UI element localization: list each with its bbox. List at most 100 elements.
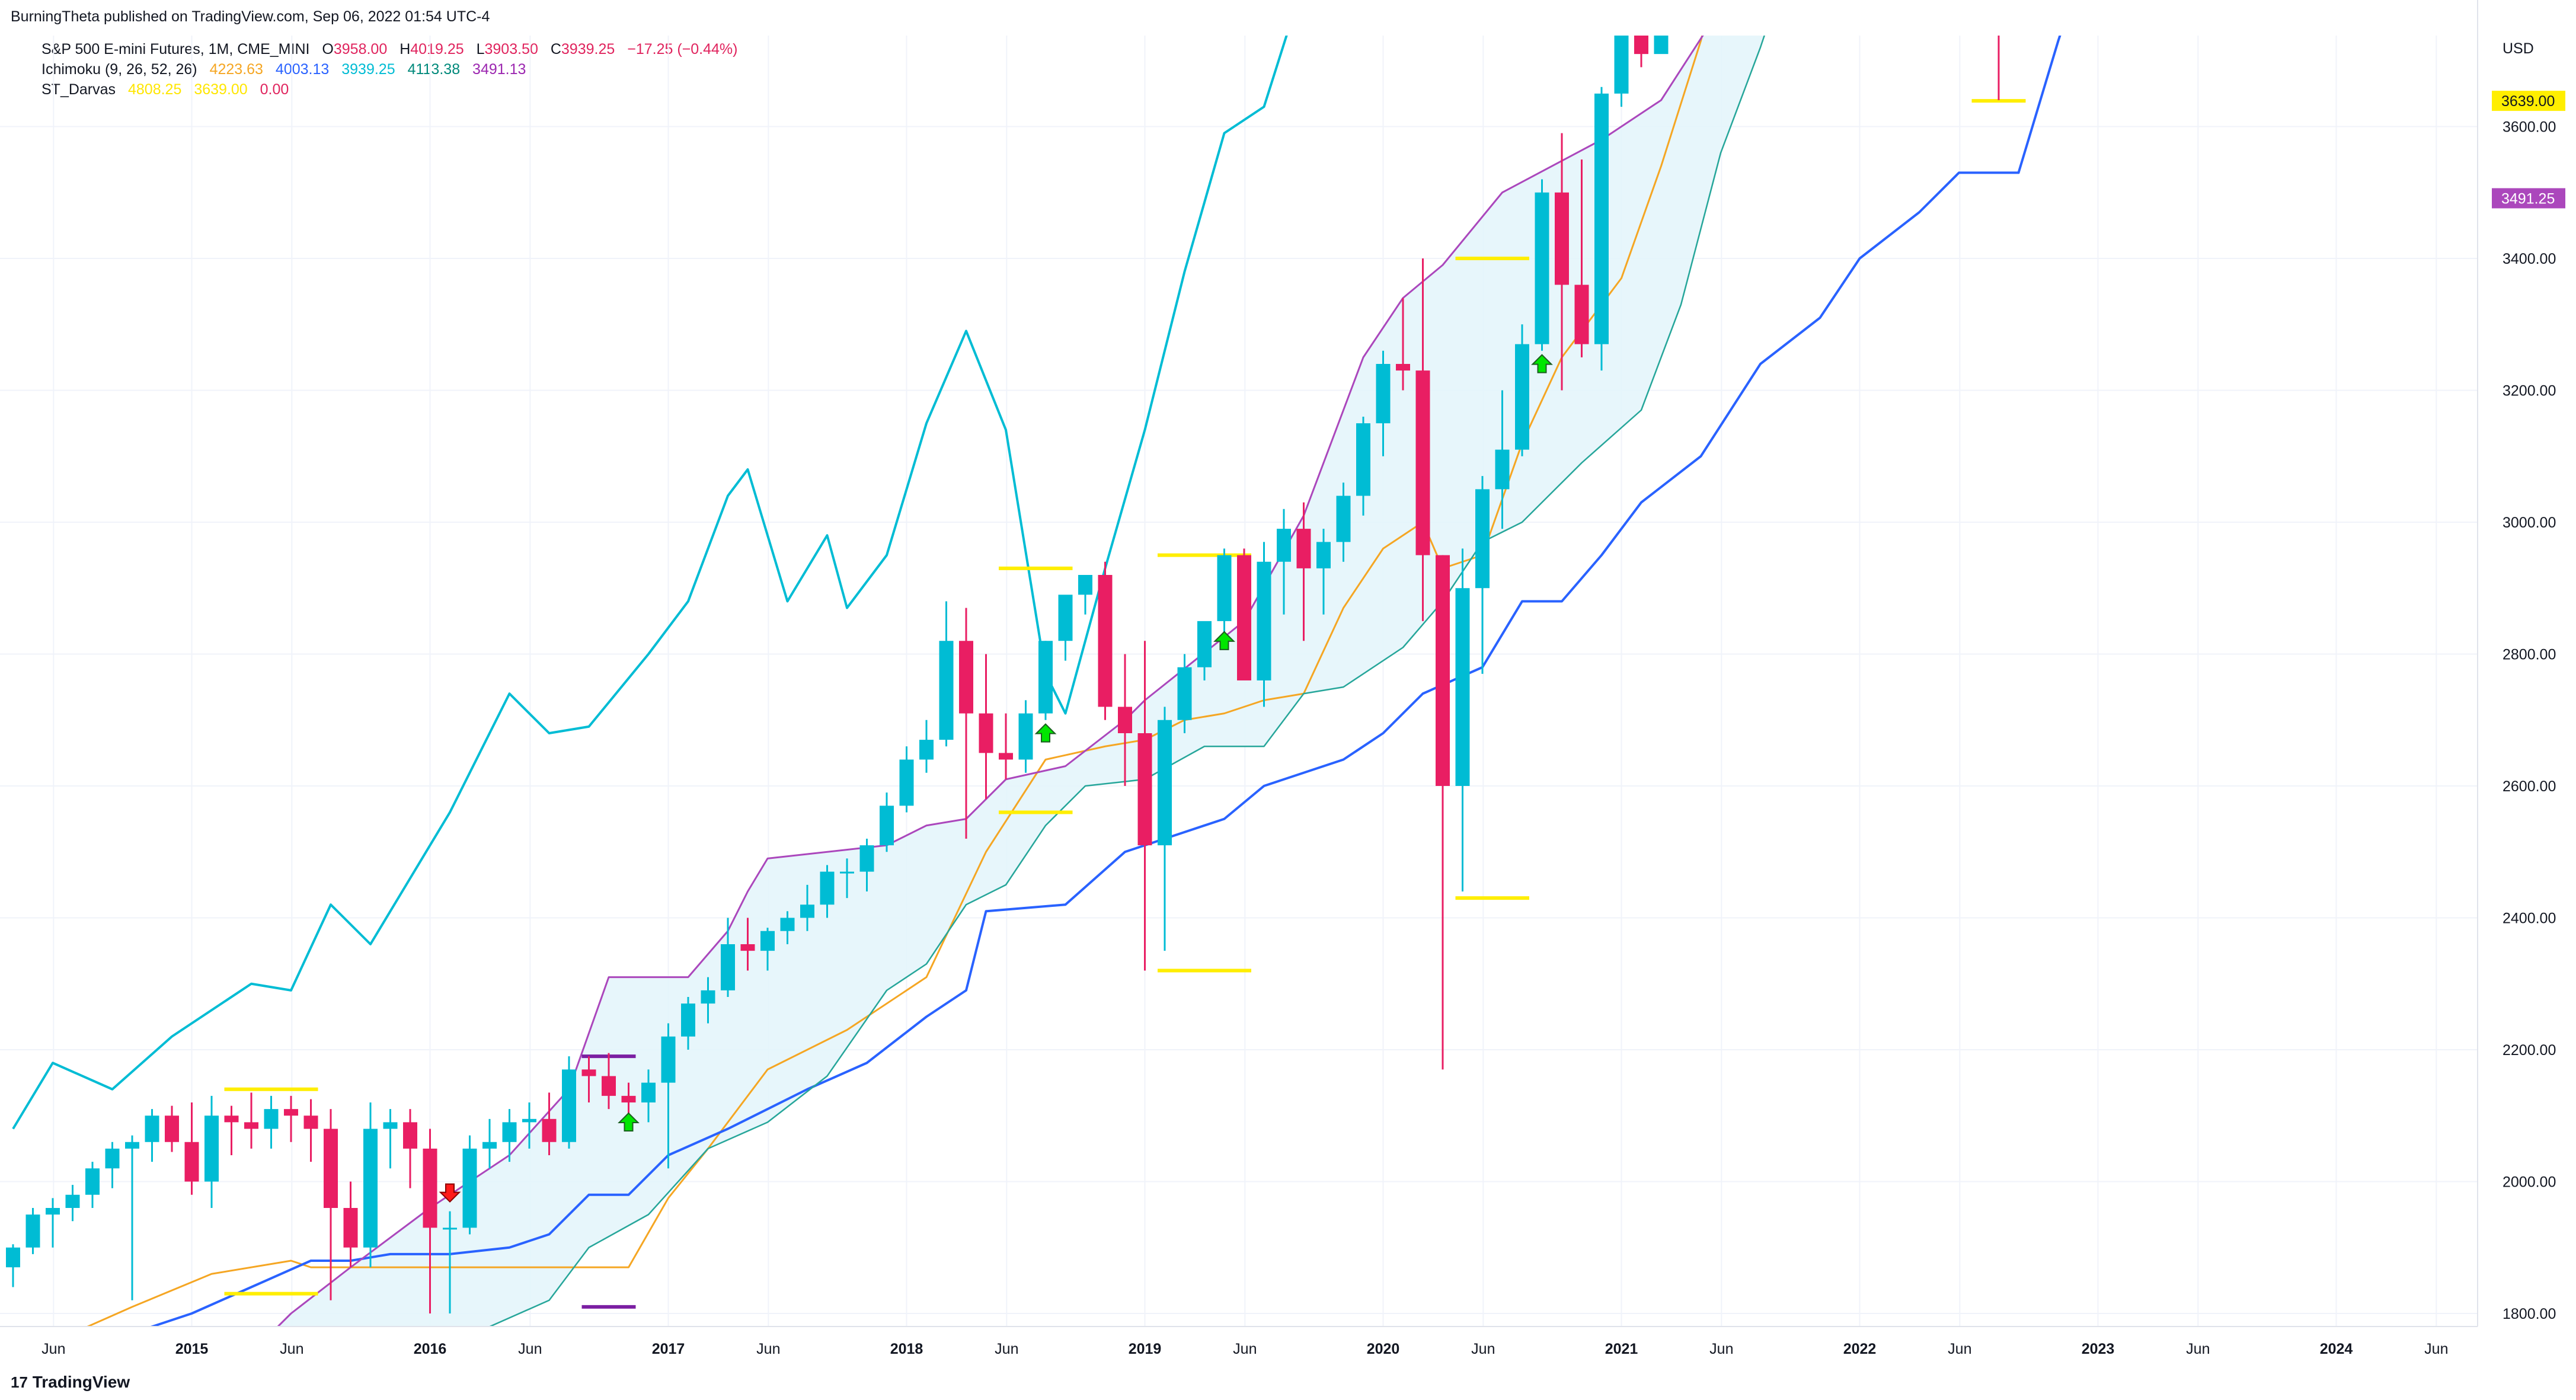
candle[interactable]	[1455, 548, 1470, 892]
candle[interactable]	[145, 1109, 159, 1162]
candle[interactable]	[184, 1102, 199, 1195]
candle[interactable]	[1634, 0, 1648, 68]
price-tick-label: 3000.00	[2503, 514, 2556, 531]
candle[interactable]	[443, 1211, 457, 1313]
candle[interactable]	[224, 1105, 239, 1155]
candle[interactable]	[661, 1023, 676, 1169]
candle[interactable]	[1118, 654, 1132, 787]
candle[interactable]	[462, 1135, 477, 1235]
candle[interactable]	[542, 1092, 557, 1155]
candle[interactable]	[6, 1244, 20, 1287]
candle[interactable]	[602, 1053, 616, 1110]
candle[interactable]	[641, 1069, 656, 1123]
candle[interactable]	[1018, 700, 1033, 773]
candle[interactable]	[780, 911, 795, 944]
candle[interactable]	[264, 1095, 279, 1149]
candle[interactable]	[740, 918, 755, 971]
candle[interactable]	[1574, 159, 1589, 357]
candle[interactable]	[1495, 390, 1510, 529]
candle[interactable]	[343, 1181, 358, 1268]
ichimoku-legend-row[interactable]: Ichimoku (9, 26, 52, 26) 4223.63 4003.13…	[41, 59, 746, 79]
candle[interactable]	[959, 608, 973, 839]
candle[interactable]	[423, 1129, 437, 1314]
candle[interactable]	[1038, 641, 1053, 720]
candle[interactable]	[760, 928, 775, 971]
candle[interactable]	[721, 918, 735, 998]
candle[interactable]	[1654, 0, 1669, 55]
plot-area[interactable]	[0, 0, 2478, 1353]
candle[interactable]	[1535, 179, 1549, 351]
candle[interactable]	[1078, 575, 1092, 615]
candle[interactable]	[1058, 594, 1073, 661]
candle[interactable]	[1296, 502, 1311, 641]
buy-arrow-icon	[1213, 631, 1235, 650]
candle[interactable]	[2012, 0, 2026, 34]
candle[interactable]	[800, 884, 814, 931]
candle[interactable]	[820, 865, 835, 918]
time-tick-label: 2024	[2320, 1341, 2353, 1357]
candle[interactable]	[303, 1099, 318, 1162]
candle[interactable]	[1177, 654, 1192, 734]
candle[interactable]	[244, 1092, 258, 1149]
candle-body	[1495, 449, 1510, 490]
candle[interactable]	[204, 1095, 219, 1208]
candle[interactable]	[482, 1118, 497, 1169]
candle[interactable]	[1594, 87, 1609, 371]
candle[interactable]	[919, 720, 934, 773]
tradingview-brand: TradingView	[32, 1373, 130, 1391]
candle[interactable]	[1217, 548, 1232, 641]
candle[interactable]	[979, 654, 993, 800]
candle[interactable]	[324, 1109, 338, 1300]
candle[interactable]	[1257, 542, 1271, 707]
candle[interactable]	[284, 1095, 298, 1142]
symbol-name[interactable]: S&P 500 E-mini Futures, 1M, CME_MINI	[41, 41, 310, 57]
candle[interactable]	[383, 1109, 398, 1169]
candle[interactable]	[105, 1142, 120, 1188]
candle[interactable]	[1992, 0, 2006, 100]
candle[interactable]	[1336, 482, 1351, 562]
candle[interactable]	[1396, 298, 1410, 391]
candle[interactable]	[562, 1056, 576, 1149]
candle[interactable]	[859, 839, 874, 891]
candle[interactable]	[1098, 561, 1113, 720]
candle[interactable]	[880, 792, 894, 852]
candle[interactable]	[502, 1109, 517, 1162]
candle[interactable]	[125, 1135, 139, 1300]
candle[interactable]	[1356, 417, 1370, 516]
candle[interactable]	[403, 1109, 417, 1188]
candle[interactable]	[1515, 324, 1529, 456]
candle[interactable]	[1436, 555, 1450, 1070]
candle[interactable]	[1415, 258, 1430, 621]
candle[interactable]	[85, 1162, 100, 1208]
candle[interactable]	[1197, 621, 1212, 680]
candle[interactable]	[1316, 529, 1331, 615]
candle[interactable]	[1614, 21, 1629, 107]
candle[interactable]	[165, 1105, 179, 1152]
ichimoku-cloud	[277, 36, 1765, 1327]
candle[interactable]	[681, 997, 695, 1050]
candle[interactable]	[363, 1102, 378, 1268]
candle-body	[423, 1148, 437, 1228]
price-axis[interactable]: USD 1800.00 2000.00 2200.00 2400.00 2600.00 28…	[2477, 0, 2565, 1327]
candle[interactable]	[1237, 548, 1251, 681]
candle[interactable]	[939, 601, 954, 747]
candle[interactable]	[25, 1208, 40, 1254]
candle[interactable]	[999, 713, 1013, 779]
candle[interactable]	[1137, 641, 1152, 971]
candle[interactable]	[1158, 707, 1172, 951]
candle[interactable]	[1376, 350, 1391, 456]
candle[interactable]	[840, 858, 854, 899]
candle[interactable]	[46, 1198, 60, 1248]
candle[interactable]	[1555, 133, 1569, 391]
candle[interactable]	[65, 1185, 80, 1222]
candle[interactable]	[581, 1056, 596, 1102]
candle[interactable]	[899, 746, 914, 813]
time-tick-label: 2015	[175, 1341, 209, 1357]
candle[interactable]	[701, 977, 715, 1024]
candle[interactable]	[522, 1102, 536, 1149]
time-axis[interactable]: Jun 2015 Jun 2016 Jun 2017 Jun 2018 Jun 2019 Jun 20…	[0, 1326, 2478, 1357]
candle[interactable]	[1277, 509, 1291, 615]
candle[interactable]	[1475, 476, 1490, 674]
candle-body	[1257, 561, 1271, 680]
